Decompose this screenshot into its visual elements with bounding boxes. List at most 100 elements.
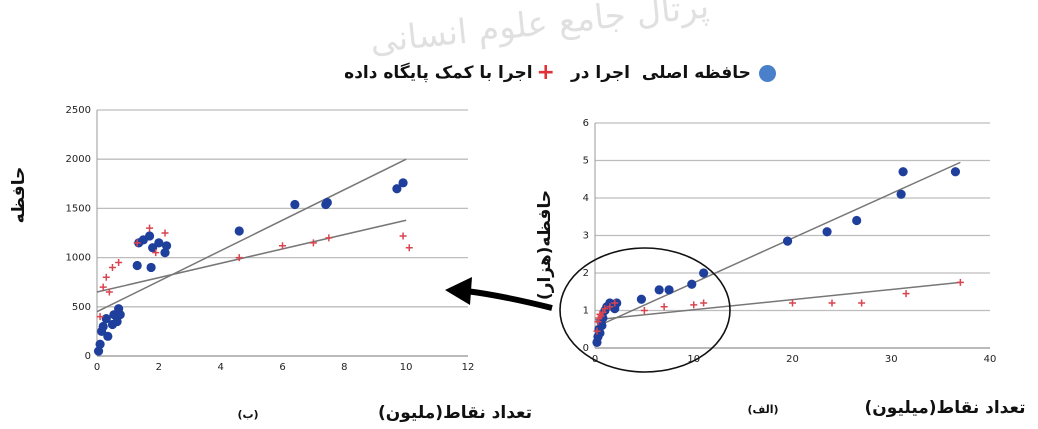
data-point-plus — [133, 239, 141, 247]
legend-label-main-memory: حافظه اصلی — [641, 63, 751, 83]
trendline — [96, 219, 407, 293]
data-point-plus — [606, 303, 614, 311]
y-tick-label: 2000 — [66, 154, 91, 165]
data-point-dot — [654, 285, 664, 295]
data-point-plus — [108, 263, 116, 271]
data-point-dot — [160, 248, 170, 258]
x-tick-label: 12 — [462, 362, 475, 373]
y-tick-label: 0 — [85, 351, 91, 362]
data-point-dot — [822, 227, 832, 237]
data-point-plus — [146, 224, 154, 232]
data-point-dot — [93, 346, 104, 356]
data-point-plus — [599, 308, 607, 316]
data-point-dot — [146, 262, 156, 273]
legend-label-database: اجرا با کمک پایگاه داده — [344, 63, 533, 83]
data-point-plus — [325, 234, 333, 242]
y-tick-label: 4 — [583, 193, 589, 204]
data-point-plus — [660, 303, 668, 311]
data-point-plus — [105, 288, 113, 296]
data-point-dot — [322, 197, 332, 208]
legend-dot-marker — [758, 64, 776, 82]
data-point-dot — [782, 236, 793, 246]
trendline — [594, 281, 961, 321]
zoom-arrowhead — [445, 277, 472, 305]
data-point-plus — [593, 327, 601, 335]
data-point-plus — [789, 299, 796, 307]
y-tick-label: 3 — [583, 231, 589, 242]
y-tick-label: 6 — [583, 118, 589, 129]
data-point-dot — [896, 189, 906, 199]
data-point-plus — [601, 305, 609, 313]
data-point-dot — [852, 215, 862, 226]
data-point-plus — [902, 290, 910, 298]
data-point-dot — [699, 268, 709, 278]
legend-item-main-memory: حافظه اصلی — [642, 63, 776, 83]
y-tick-label: 2 — [583, 268, 589, 279]
data-point-dot — [144, 231, 155, 241]
data-point-plus — [115, 259, 123, 267]
data-point-dot — [101, 314, 111, 324]
legend-item-database: + اجرا با کمک پایگاه داده — [344, 62, 559, 84]
data-point-plus — [152, 249, 160, 257]
data-point-dot — [636, 294, 647, 304]
data-point-plus — [279, 242, 286, 250]
x-tick-label: 4 — [217, 362, 223, 373]
zoom-ellipse — [559, 247, 731, 373]
y-axis-title: حافظه(هزار) — [535, 190, 555, 300]
y-tick-label: 1500 — [66, 203, 91, 214]
data-point-dot — [398, 178, 408, 188]
trendline — [96, 158, 407, 313]
x-tick-label: 2 — [156, 362, 162, 373]
data-point-dot — [115, 310, 125, 320]
data-point-plus — [956, 278, 964, 286]
data-point-dot — [112, 316, 122, 327]
data-point-plus — [597, 312, 605, 320]
x-tick-label: 40 — [984, 354, 997, 365]
data-point-dot — [664, 285, 674, 295]
y-axis-title: حافظه — [9, 167, 29, 224]
data-point-dot — [95, 339, 105, 349]
x-tick-label: 30 — [885, 354, 898, 365]
legend-label-run-in: اجرا در — [570, 63, 630, 83]
data-point-plus — [828, 299, 836, 307]
x-tick-label: 20 — [786, 354, 799, 365]
data-point-plus — [594, 318, 602, 326]
y-tick-label: 5 — [583, 156, 589, 167]
data-point-dot — [103, 331, 113, 341]
chart-left: 0 500 1000 1500 2000 2500 0 2 4 6 8 10 12 تعداد نقاط(… — [9, 105, 532, 423]
zoom-arrow — [465, 288, 553, 311]
data-point-plus — [161, 229, 169, 237]
y-tick-label: 500 — [72, 302, 91, 313]
data-point-dot — [687, 279, 697, 289]
data-point-plus — [858, 299, 866, 307]
data-point-dot — [148, 243, 158, 253]
x-axis-title: تعداد نقاط(ملیون) — [378, 403, 532, 423]
x-tick-label: 10 — [400, 362, 413, 373]
data-point-dot — [597, 320, 607, 331]
x-tick-label: 0 — [94, 362, 100, 373]
data-point-dot — [290, 199, 300, 210]
panel-label: (ب) — [237, 408, 258, 421]
y-tick-label: 0 — [583, 343, 589, 354]
trendline — [594, 161, 961, 329]
data-point-dot — [161, 241, 172, 251]
data-point-plus — [700, 299, 708, 307]
x-tick-label: 6 — [279, 362, 285, 373]
y-tick-label: 1 — [583, 306, 589, 317]
x-axis-title: تعداد نقاط(میلیون) — [865, 398, 1026, 418]
x-tick-label: 10 — [687, 354, 700, 365]
y-tick-label: 2500 — [66, 105, 91, 116]
data-point-plus — [399, 232, 407, 240]
x-tick-label: 8 — [341, 362, 347, 373]
data-point-dot — [234, 226, 244, 236]
data-point-plus — [611, 299, 619, 307]
data-point-plus — [235, 254, 243, 262]
data-point-plus — [309, 239, 317, 247]
y-tick-label: 1000 — [66, 253, 91, 264]
legend-item-run-in: اجرا در — [571, 63, 630, 83]
data-point-dot — [98, 321, 108, 332]
panel-label: (الف) — [747, 403, 778, 416]
legend: حافظه اصلی اجرا در + اجرا با کمک پایگاه … — [280, 58, 840, 88]
